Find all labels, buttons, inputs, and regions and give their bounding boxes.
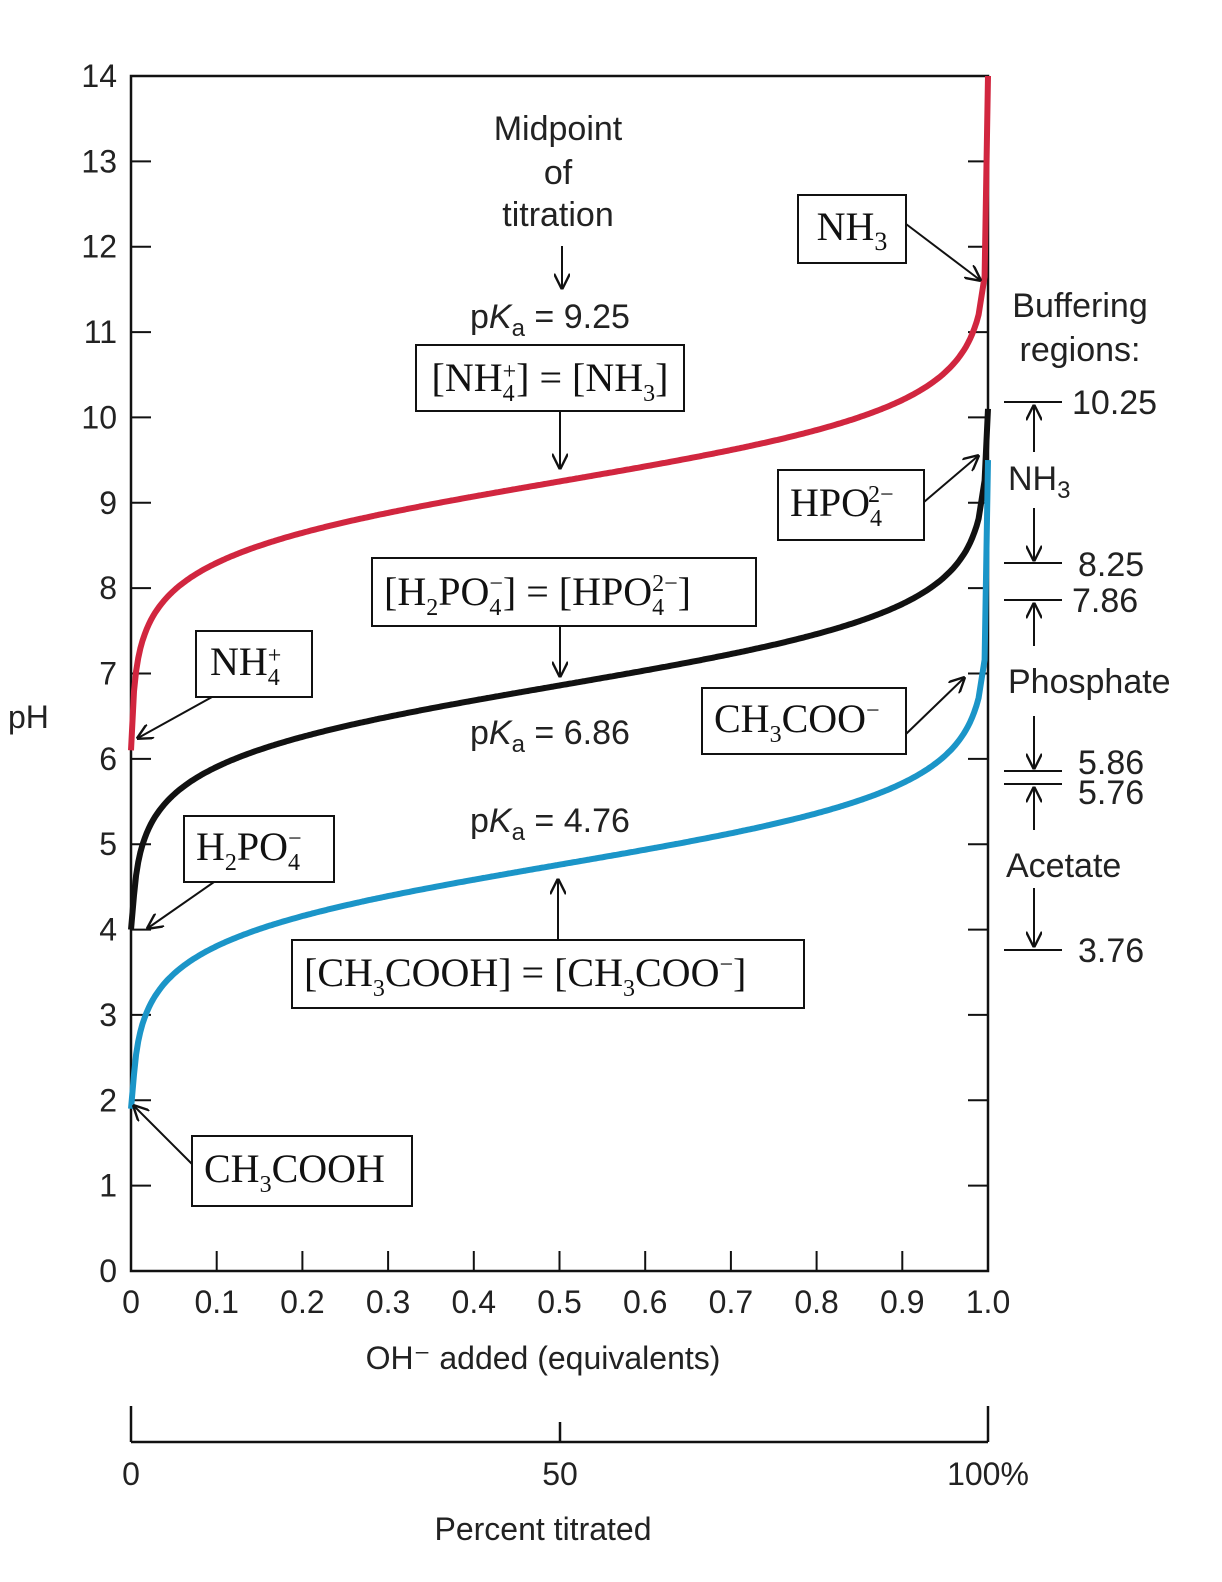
buffer-value-376: 3.76 [1078, 932, 1144, 970]
h2po4-arrow [148, 881, 215, 928]
ch3coo-label: CH3COO− [714, 696, 880, 748]
y-tick-label-3: 3 [99, 997, 117, 1033]
y-tick-label-10: 10 [81, 399, 117, 435]
x-axis-label: OH⁻ added (equivalents) [366, 1340, 721, 1376]
phos-equal-box [371, 557, 757, 627]
nh-equal-label: [NH4+] = [NH3] [432, 355, 669, 407]
hpo4-label: HPO42− [790, 480, 894, 532]
x-tick-label-10: 1.0 [966, 1284, 1010, 1320]
midpoint-line3: titration [502, 196, 614, 234]
series-line-phosphate [128, 408, 991, 930]
y-tick-label-7: 7 [99, 656, 117, 692]
y-tick-label-8: 8 [99, 570, 117, 606]
nh4-arrow [138, 696, 213, 738]
percent-tick-label-50: 50 [542, 1456, 578, 1492]
acet-region-label: Acetate [1006, 847, 1121, 885]
y-tick-label-4: 4 [99, 912, 117, 948]
ch3cooh-label: CH3COOH [204, 1146, 385, 1198]
buffer-value-576: 5.76 [1078, 774, 1144, 812]
x-tick-label-2: 0.2 [280, 1284, 324, 1320]
buffer-value-825: 8.25 [1078, 546, 1144, 584]
phos-region-label: Phosphate [1008, 663, 1171, 701]
h2po4-box [183, 815, 335, 883]
y-tick-label-0: 0 [99, 1253, 117, 1289]
hpo4-arrow [923, 456, 978, 503]
ch3cooh-box [191, 1135, 413, 1207]
buffer-value-1025: 10.25 [1072, 384, 1157, 422]
x-tick-label-7: 0.7 [709, 1284, 753, 1320]
nh-equal-box [415, 344, 685, 412]
pka-phos-label: pKa = 6.86 [470, 714, 630, 758]
y-tick-label-2: 2 [99, 1082, 117, 1118]
h2po4-label: H2PO4− [196, 824, 302, 876]
phos-equal-label: [H2PO4−] = [HPO42−] [384, 569, 691, 621]
nh4-label: NH4+ [210, 639, 281, 691]
pka-nh3-label: pKa = 9.25 [470, 298, 630, 342]
nh3-arrow [905, 223, 980, 280]
y-tick-label-13: 13 [81, 143, 117, 179]
y-axis-label: pH [8, 699, 49, 735]
y-tick-label-5: 5 [99, 826, 117, 862]
x-tick-label-4: 0.4 [452, 1284, 496, 1320]
y-tick-label-9: 9 [99, 485, 117, 521]
x-tick-label-9: 0.9 [880, 1284, 924, 1320]
buffering-title-line2: regions: [1020, 331, 1141, 369]
y-tick-label-12: 12 [81, 229, 117, 265]
buffering-title-line1: Buffering [1012, 287, 1147, 325]
nh3-box [797, 194, 907, 264]
x-tick-label-0: 0 [122, 1284, 140, 1320]
midpoint-line2: of [544, 154, 573, 192]
ch3cooh-arrow [134, 1106, 193, 1165]
x-tick-label-5: 0.5 [537, 1284, 581, 1320]
y-tick-label-14: 14 [81, 58, 117, 94]
y-tick-label-11: 11 [84, 314, 117, 350]
x-tick-label-8: 0.8 [794, 1284, 838, 1320]
buffer-value-586: 5.86 [1078, 744, 1144, 782]
series-line-ammonia [128, 75, 991, 751]
x-tick-label-6: 0.6 [623, 1284, 667, 1320]
x-tick-label-1: 0.1 [194, 1284, 238, 1320]
buffer-value-786: 7.86 [1072, 582, 1138, 620]
series-line-acetate [128, 460, 991, 1110]
y-tick-label-1: 1 [99, 1168, 117, 1204]
acet-equal-box [291, 939, 805, 1009]
ch3coo-box [701, 687, 907, 755]
pka-acet-label: pKa = 4.76 [470, 802, 630, 846]
ch3coo-arrow [905, 678, 964, 735]
percent-axis-label: Percent titrated [435, 1511, 652, 1547]
midpoint-line1: Midpoint [494, 110, 623, 148]
nh3-region-label: NH3 [1008, 460, 1070, 504]
percent-tick-label-100: 100% [947, 1456, 1029, 1492]
hpo4-box [777, 469, 925, 541]
x-tick-label-3: 0.3 [366, 1284, 410, 1320]
series-lines [128, 75, 991, 1110]
y-tick-label-6: 6 [99, 741, 117, 777]
nh3-label: NH3 [817, 204, 888, 256]
nh4-box [195, 630, 313, 698]
percent-tick-label-0: 0 [122, 1456, 140, 1492]
acet-equal-label: [CH3COOH] = [CH3COO−] [304, 950, 746, 1002]
